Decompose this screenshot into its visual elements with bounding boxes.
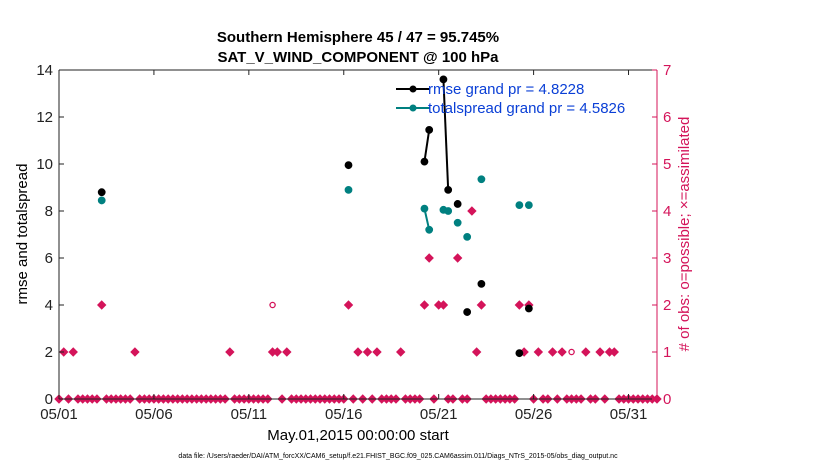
spread-point (425, 225, 434, 234)
x-tick-label: 05/16 (325, 406, 363, 423)
y-tick-left-label: 10 (36, 156, 53, 173)
obs-assimilated-marker (581, 347, 591, 357)
spread-point (524, 201, 533, 210)
rmse-point (453, 200, 462, 208)
y-tick-right-label: 7 (663, 62, 671, 79)
obs-assimilated-marker (353, 347, 363, 357)
obs-possible-marker (269, 301, 276, 309)
spread-point (477, 175, 486, 184)
obs-assimilated-marker (533, 347, 544, 357)
legend-rmse-label: rmse grand pr = 4.8228 (428, 81, 584, 98)
obs-assimilated-marker (547, 347, 558, 357)
y-tick-right-label: 6 (663, 109, 671, 126)
x-tick-label: 05/26 (515, 406, 553, 423)
x-tick-label: 05/06 (135, 406, 173, 423)
y-tick-left-label: 4 (45, 297, 53, 314)
rmse-line-segment (442, 79, 450, 190)
obs-assimilated-marker (97, 300, 107, 310)
rmse-point (425, 126, 434, 134)
spread-point (97, 196, 106, 205)
obs-assimilated-marker (438, 300, 449, 310)
obs-assimilated-marker (282, 347, 292, 357)
rmse-line-segment (423, 129, 431, 162)
x-tick-label: 05/31 (610, 406, 648, 423)
obs-assimilated-marker (362, 347, 373, 357)
y-tick-left-label: 12 (36, 109, 53, 126)
legend: rmse grand pr = 4.8228 totalspread grand… (396, 81, 625, 117)
rmse-point (463, 308, 472, 316)
rmse-point (477, 279, 486, 288)
plot-area (59, 70, 657, 399)
series-points (97, 75, 533, 358)
legend-rmse-marker (409, 85, 417, 93)
y-tick-right-label: 0 (663, 391, 671, 408)
y-tick-left-label: 2 (45, 344, 53, 361)
rmse-point (515, 349, 524, 358)
obs-assimilated-marker (467, 206, 477, 216)
chart-title-line-1: Southern Hemisphere 45 / 47 = 95.745% (217, 29, 499, 46)
y-axis-label-left: rmse and totalspread (14, 164, 31, 305)
y-tick-left-label: 8 (45, 203, 53, 220)
obs-assimilated-marker (424, 253, 434, 263)
y-axis-label-right: # of obs: o=possible; ×=assimilated (676, 117, 693, 352)
x-axis-label: May.01,2015 00:00:00 start (267, 427, 449, 444)
x-tick-label: 05/21 (420, 406, 458, 423)
rmse-point (444, 185, 453, 194)
rmse-point (439, 75, 448, 84)
obs-assimilated-marker (476, 300, 487, 310)
y-ticks-left: 0 2 4 6 8 10 12 14 (36, 62, 64, 408)
rmse-point (344, 161, 353, 170)
y-tick-right-label: 2 (663, 297, 671, 314)
y-tick-right-label: 5 (663, 156, 671, 173)
x-tick-label: 05/01 (40, 406, 78, 423)
obs-assimilated-marker (396, 347, 406, 357)
rmse-point (524, 304, 533, 313)
x-tick-label: 05/11 (231, 406, 267, 423)
spread-point (463, 232, 472, 241)
obs-assimilated-marker (419, 300, 430, 310)
obs-assimilated-marker (452, 253, 463, 263)
y-tick-left-label: 14 (36, 62, 53, 79)
obs-possible-marker (568, 348, 575, 356)
chart-title-line-2: SAT_V_WIND_COMPONENT @ 100 hPa (217, 49, 499, 66)
y-tick-left-label: 0 (45, 391, 53, 408)
obs-assimilated-marker (225, 347, 235, 357)
spread-point (344, 185, 353, 194)
y-ticks-right: 0 1 2 3 4 5 6 7 (652, 62, 671, 408)
y-tick-right-label: 1 (663, 344, 671, 361)
rmse-point (420, 157, 429, 166)
data-file-footnote: data file: /Users/raeder/DAI/ATM_forcXX/… (178, 453, 618, 460)
obs-assimilated-marker (372, 347, 382, 357)
y-tick-left-label: 6 (45, 250, 53, 267)
obs-assimilated-marker (130, 347, 140, 357)
obs-assimilated-marker (557, 347, 567, 357)
obs-assimilated-marker (609, 347, 619, 357)
x-ticks: 05/01 05/06 05/11 05/16 05/21 05/26 05/31 (40, 70, 647, 423)
spread-point (420, 204, 429, 213)
spread-point (515, 201, 524, 210)
spread-point (444, 207, 453, 215)
obs-assimilated-marker (471, 347, 482, 357)
spread-point (453, 218, 462, 227)
legend-spread-label: totalspread grand pr = 4.5826 (428, 100, 625, 117)
obs-assimilated-marker (343, 300, 354, 310)
y-tick-right-label: 4 (663, 203, 671, 220)
rmse-point (97, 188, 106, 197)
obs-assimilated-marker (68, 347, 78, 357)
y-tick-right-label: 3 (663, 250, 671, 267)
obs-assimilated-marker (272, 347, 283, 357)
obs-assimilated-marker (514, 300, 525, 310)
obs-assimilated-marker (595, 347, 605, 357)
legend-spread-marker (409, 104, 417, 112)
